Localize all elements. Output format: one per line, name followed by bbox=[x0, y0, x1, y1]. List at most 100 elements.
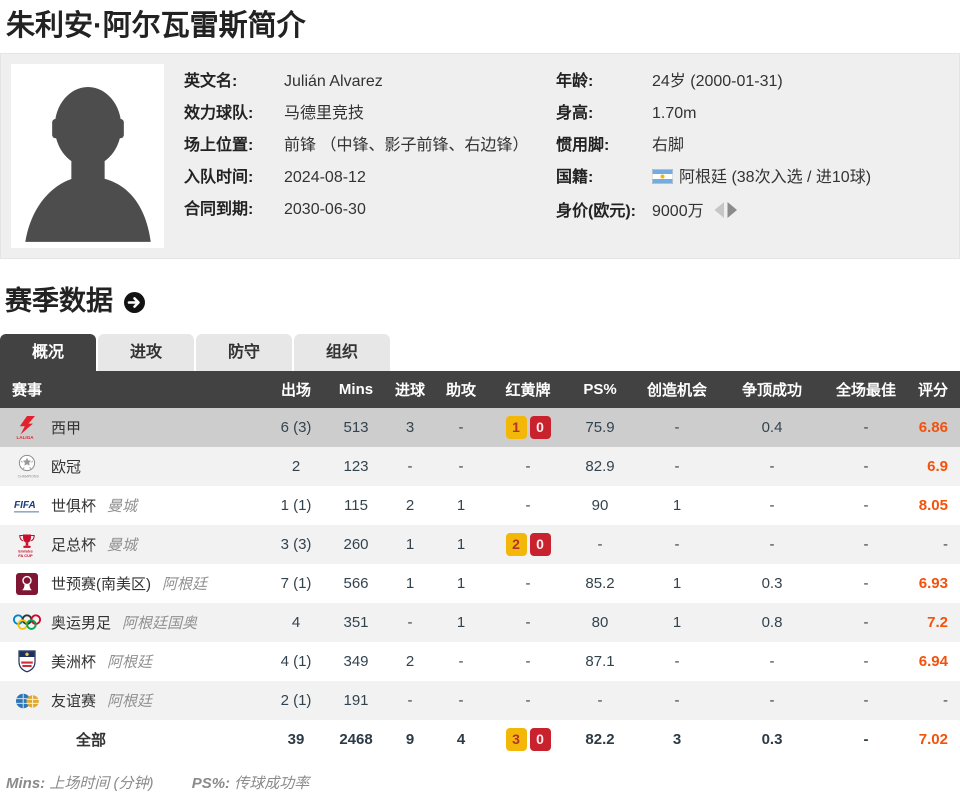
table-row[interactable]: FIFA 世俱杯 曼城 1 (1) 115 2 1 - 90 1 - - 8.05 bbox=[0, 486, 960, 525]
competition-name[interactable]: 欧冠 bbox=[51, 459, 82, 477]
rating-value: 6.93 bbox=[918, 575, 948, 593]
apps-cell: 4 (1) bbox=[280, 653, 312, 671]
footnote-abbr: Mins: bbox=[6, 775, 46, 793]
chances-cell: 1 bbox=[672, 497, 682, 515]
svg-text:CHAMPIONS: CHAMPIONS bbox=[18, 475, 39, 479]
tab-overview[interactable]: 概况 bbox=[0, 334, 96, 372]
footnote-desc: 上场时间 (分钟) bbox=[49, 775, 154, 793]
motm-cell: - bbox=[863, 458, 869, 476]
cards-cell: - bbox=[525, 614, 531, 632]
ps-cell: 80 bbox=[591, 614, 609, 632]
goals-cell: - bbox=[407, 614, 413, 632]
rating-cell: 6.9 bbox=[911, 447, 960, 486]
assists-cell: 1 bbox=[456, 614, 466, 632]
value-trend-arrows-icon[interactable] bbox=[714, 201, 738, 225]
table-row[interactable]: 友谊赛 阿根廷 2 (1) 191 - - - - - - - - bbox=[0, 681, 960, 721]
rating-value: - bbox=[943, 692, 948, 710]
player-profile-box: 英文名: Julián Alvarez 效力球队: 马德里竞技 场上位置: 前锋… bbox=[0, 52, 960, 259]
info-row-english-name: 英文名: Julián Alvarez bbox=[184, 66, 536, 98]
market-value-text: 9000万 bbox=[652, 202, 704, 220]
info-label: 惯用脚: bbox=[556, 136, 610, 154]
assists-cell: 4 bbox=[435, 720, 487, 760]
rating-cell: - bbox=[911, 681, 960, 720]
season-stats-table: 赛事 出场 Mins 进球 助攻 红黄牌 PS% 创造机会 争顶成功 全场最佳 评分 LALIGA 西… bbox=[0, 371, 960, 760]
info-label: 合同到期: bbox=[184, 200, 254, 218]
competition-name[interactable]: 奥运男足 bbox=[51, 615, 112, 633]
footnote-mins: Mins: 上场时间 (分钟) bbox=[6, 775, 154, 792]
table-row[interactable]: 奥运男足 阿根廷国奥 4 351 - 1 - 80 1 0.8 - 7.2 bbox=[0, 603, 960, 643]
season-stats-title: 赛季数据 bbox=[5, 285, 113, 316]
mins-cell: 191 bbox=[343, 692, 369, 710]
info-row-nationality: 国籍: 阿根廷 (38次入选 / 进10球) bbox=[556, 162, 949, 196]
facup-icon: Emirates FA CUP bbox=[12, 532, 42, 558]
red-card-badge: 0 bbox=[529, 533, 551, 557]
tab-attack[interactable]: 进攻 bbox=[98, 334, 194, 372]
chances-cell: - bbox=[674, 692, 680, 710]
column-header-5: 红黄牌 bbox=[487, 371, 569, 409]
cards-cell: - bbox=[525, 575, 531, 593]
argentina-flag-icon bbox=[652, 168, 673, 191]
competition-name[interactable]: 世预赛(南美区) bbox=[51, 576, 151, 594]
tab-playmaking[interactable]: 组织 bbox=[294, 334, 390, 372]
info-label: 年龄: bbox=[556, 72, 594, 90]
info-row-age: 年龄: 24岁 (2000-01-31) bbox=[556, 66, 949, 98]
competition-name[interactable]: 足总杯 bbox=[51, 537, 97, 555]
chances-cell: - bbox=[674, 458, 680, 476]
friendly-icon bbox=[12, 690, 42, 712]
info-label: 身高: bbox=[556, 104, 594, 122]
apps-cell: 7 (1) bbox=[280, 575, 312, 593]
goals-cell: - bbox=[407, 692, 413, 710]
competition-name[interactable]: 世俱杯 bbox=[51, 498, 97, 516]
player-silhouette-icon bbox=[24, 77, 152, 248]
aerial-cell: - bbox=[769, 653, 775, 671]
red-card-badge: 0 bbox=[529, 728, 551, 752]
team-name: 阿根廷 bbox=[107, 693, 153, 711]
info-value: Julián Alvarez bbox=[284, 72, 383, 90]
competition-name[interactable]: 美洲杯 bbox=[51, 654, 97, 672]
footnote-abbr: PS%: bbox=[191, 775, 231, 793]
footnote-desc: 传球成功率 bbox=[234, 775, 310, 793]
apps-cell: 2 (1) bbox=[280, 692, 312, 710]
aerial-cell: 0.4 bbox=[761, 419, 783, 437]
info-value: 前锋 （中锋、影子前锋、右边锋） bbox=[284, 136, 529, 154]
mins-cell: 566 bbox=[343, 575, 369, 593]
table-row[interactable]: Emirates FA CUP 足总杯 曼城 3 (3) 260 1 1 2 0 - - - - - bbox=[0, 525, 960, 565]
info-value: 9000万 bbox=[652, 201, 738, 225]
rating-cell: 8.05 bbox=[911, 486, 960, 525]
table-row[interactable]: 世预赛(南美区) 阿根廷 7 (1) 566 1 1 - 85.2 1 0.3 - 6.93 bbox=[0, 564, 960, 603]
aerial-cell: - bbox=[769, 458, 775, 476]
copa-icon bbox=[12, 649, 42, 674]
cards-cell: - bbox=[525, 458, 531, 476]
svg-text:Emirates: Emirates bbox=[18, 549, 32, 553]
mins-cell: 349 bbox=[343, 653, 369, 671]
info-row-market-value: 身价(欧元): 9000万 bbox=[556, 196, 949, 230]
goals-cell: 9 bbox=[385, 720, 435, 760]
tab-defense[interactable]: 防守 bbox=[196, 334, 292, 372]
table-row[interactable]: LALIGA 西甲 6 (3) 513 3 - 1 0 75.9 - 0.4 - 6.86 bbox=[0, 408, 960, 448]
assists-cell: 1 bbox=[456, 575, 466, 593]
assists-cell: 1 bbox=[456, 497, 466, 515]
rating-value: 6.94 bbox=[918, 653, 948, 671]
table-row[interactable]: CHAMPIONS 欧冠 2 123 - - - 82.9 - - - 6.9 bbox=[0, 447, 960, 487]
info-label: 场上位置: bbox=[184, 136, 254, 154]
competition-name[interactable]: 友谊赛 bbox=[51, 693, 97, 711]
circle-arrow-right-icon[interactable] bbox=[123, 291, 146, 314]
info-value: 阿根廷 (38次入选 / 进10球) bbox=[652, 167, 871, 191]
rating-cell: 6.94 bbox=[911, 642, 960, 681]
season-stats-heading: 赛季数据 bbox=[0, 285, 960, 317]
chances-cell: 1 bbox=[672, 575, 682, 593]
rating-value: - bbox=[943, 536, 948, 554]
team-name: 阿根廷 bbox=[107, 654, 153, 672]
motm-cell: - bbox=[863, 653, 869, 671]
info-label: 入队时间: bbox=[184, 168, 254, 186]
aerial-cell: 0.3 bbox=[723, 720, 821, 760]
table-row[interactable]: 美洲杯 阿根廷 4 (1) 349 2 - - 87.1 - - - 6.94 bbox=[0, 642, 960, 681]
info-row-club: 效力球队: 马德里竞技 bbox=[184, 98, 536, 130]
apps-cell: 2 bbox=[291, 458, 301, 476]
assists-cell: - bbox=[458, 653, 464, 671]
rating-cell: 6.93 bbox=[911, 564, 960, 603]
competition-name[interactable]: 西甲 bbox=[51, 420, 82, 438]
red-card-badge: 0 bbox=[529, 416, 551, 440]
